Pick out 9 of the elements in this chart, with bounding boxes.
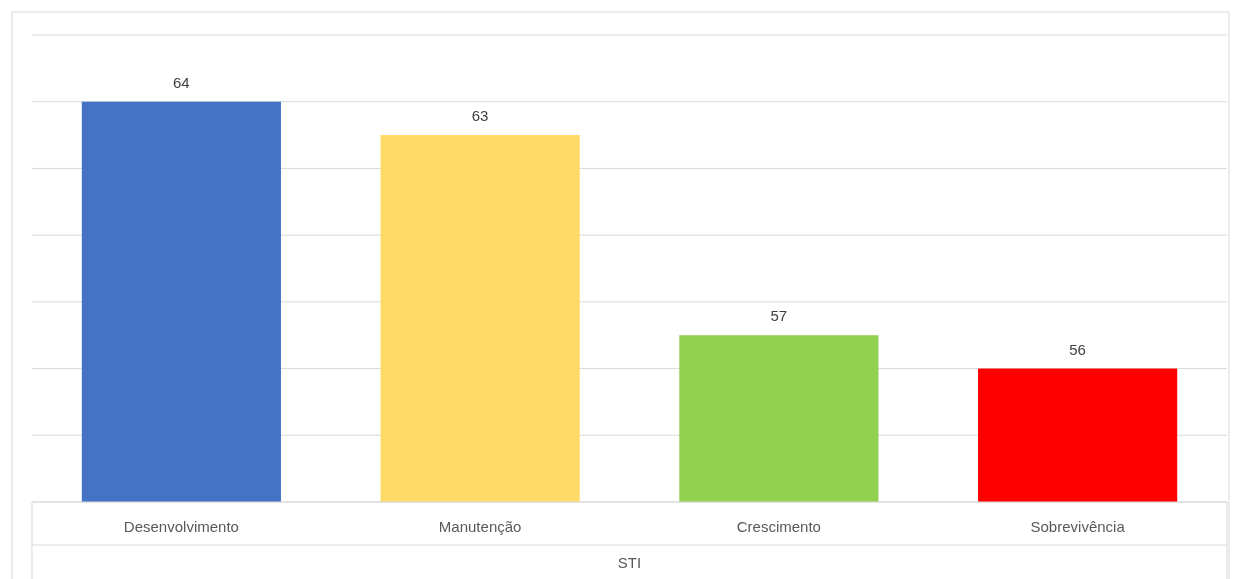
x-tick-label: Manutenção [438,518,522,535]
data-label: 63 [471,107,489,125]
x-tick-label: Sobrevivência [1030,518,1126,535]
x-axis-title: STI [617,554,642,571]
x-tick-label: Desenvolvimento [123,518,239,535]
data-label: 56 [1069,340,1086,358]
data-label: 64 [173,73,190,91]
x-tick-label: Crescimento [736,518,821,535]
data-label: 57 [770,307,788,325]
